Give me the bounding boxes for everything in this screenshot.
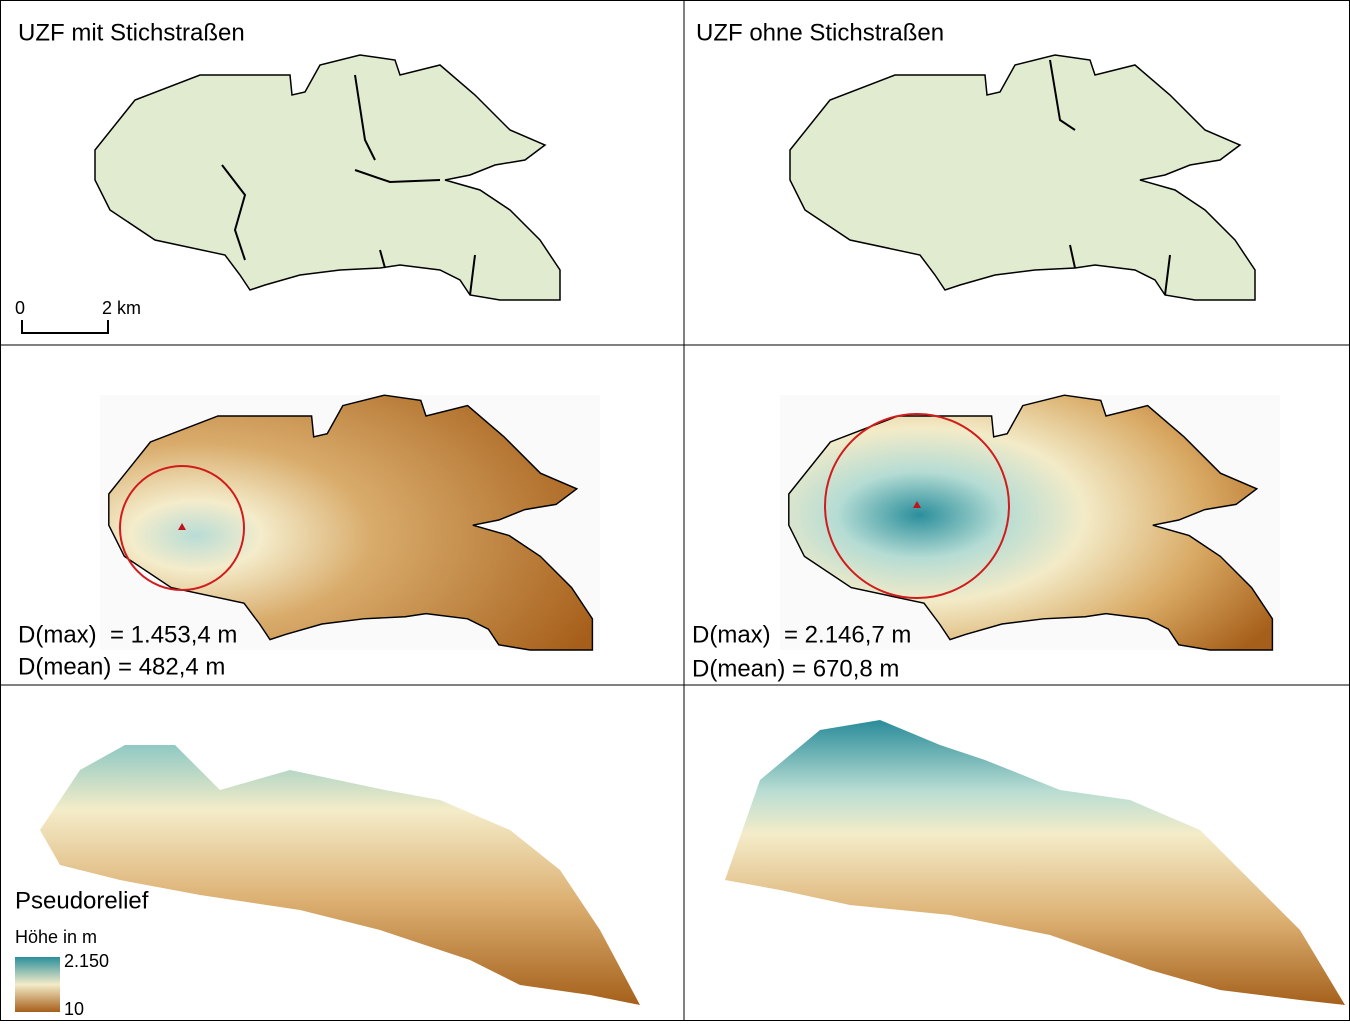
pseudorelief: [40, 745, 640, 1005]
area-outline: [790, 55, 1255, 300]
legend-subtitle: Höhe in m: [15, 927, 97, 947]
panel-title: UZF ohne Stichstraßen: [696, 19, 944, 46]
legend-label: 10: [64, 999, 84, 1019]
panel-title: UZF mit Stichstraßen: [18, 19, 245, 46]
stat-label: D(mean) = 482,4 m: [18, 653, 225, 680]
scale-label: 0: [15, 298, 25, 318]
scale-label: 2 km: [102, 298, 141, 318]
legend-ramp: [15, 957, 60, 1012]
stat-label: D(max) = 1.453,4 m: [18, 621, 237, 648]
stat-label: D(mean) = 670,8 m: [692, 655, 899, 682]
scale-bar: [22, 320, 108, 333]
legend-label: 2.150: [64, 951, 109, 971]
figure: UZF mit Stichstraßen UZF ohne Stichstraß…: [0, 0, 1350, 1021]
pseudorelief: [725, 720, 1345, 1005]
area-outline: [95, 55, 560, 300]
legend-title: Pseudorelief: [15, 887, 149, 914]
stat-label: D(max) = 2.146,7 m: [692, 621, 911, 648]
